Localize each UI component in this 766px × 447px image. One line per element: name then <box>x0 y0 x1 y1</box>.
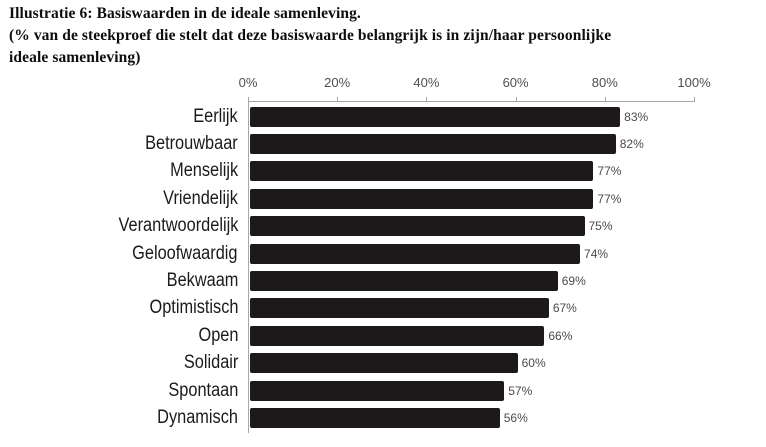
category-label: Bekwaam <box>166 270 238 292</box>
bar-value-label: 66% <box>548 328 573 343</box>
figure-subtitle-line-2: ideale samenleving) <box>9 49 141 66</box>
bar-value-label: 82% <box>619 137 644 152</box>
x-axis-line <box>248 101 695 102</box>
bar-value-label: 83% <box>624 109 649 124</box>
x-tick-label: 60% <box>502 75 529 90</box>
figure-title: Illustratie 6: Basiswaarden in de ideale… <box>9 5 361 22</box>
x-tick-mark <box>694 97 695 101</box>
category-label: Open <box>198 324 238 346</box>
bar-row: Solidair 60% <box>0 350 766 377</box>
bar-row: Betrouwbaar 82% <box>0 130 766 157</box>
bar-value-label: 69% <box>561 274 586 289</box>
category-label: Eerlijk <box>193 105 238 127</box>
bar-track: 74% <box>250 243 696 264</box>
bar-value-label: 77% <box>597 191 622 206</box>
category-label: Geloofwaardig <box>132 242 238 264</box>
category-label: Solidair <box>183 352 238 374</box>
x-tick-mark <box>426 97 428 101</box>
bar-value-label: 77% <box>597 164 622 179</box>
y-axis-line <box>248 101 249 433</box>
bar-track: 56% <box>250 407 696 428</box>
bar-row: Menselijk 77% <box>0 158 766 185</box>
bar <box>250 407 500 428</box>
bar-track: 67% <box>250 298 696 319</box>
bar <box>250 216 585 237</box>
bar-value-label: 57% <box>508 383 533 398</box>
x-axis-labels: 0% 20% 40% 60% 80% 100% <box>239 75 711 91</box>
bar-track: 57% <box>250 380 696 401</box>
category-label: Menselijk <box>169 160 238 182</box>
bar-track: 66% <box>250 325 696 346</box>
bar-value-label: 75% <box>588 219 613 234</box>
x-tick-mark <box>604 97 606 101</box>
bar-track: 83% <box>250 106 696 127</box>
x-tick-label: 40% <box>413 75 440 90</box>
bars-area: Eerlijk 83% Betrouwbaar 82% Menselijk 77% Vrie… <box>0 103 766 432</box>
bar <box>250 134 616 155</box>
category-label: Dynamisch <box>157 406 238 428</box>
x-tick-label: 100% <box>677 75 711 90</box>
x-tick-label: 0% <box>238 75 258 90</box>
bar-row: Verantwoordelijk 75% <box>0 213 766 240</box>
bar-value-label: 56% <box>503 410 528 425</box>
bar <box>250 353 518 374</box>
bar-row: Spontaan 57% <box>0 377 766 404</box>
bar-track: 77% <box>250 161 696 182</box>
bar-row: Open 66% <box>0 322 766 349</box>
bar <box>250 161 594 182</box>
category-label: Betrouwbaar <box>145 133 238 155</box>
category-label: Spontaan <box>168 379 238 401</box>
category-label: Optimistisch <box>149 297 238 319</box>
bar <box>250 380 505 401</box>
bar-row: Eerlijk 83% <box>0 103 766 130</box>
x-tick-mark <box>515 97 517 101</box>
bar-track: 82% <box>250 134 696 155</box>
x-tick-mark <box>337 97 339 101</box>
bar-track: 60% <box>250 353 696 374</box>
x-tick-label: 20% <box>324 75 351 90</box>
category-label: Verantwoordelijk <box>118 215 238 237</box>
bar-track: 69% <box>250 271 696 292</box>
bar-track: 77% <box>250 188 696 209</box>
bar-row: Optimistisch 67% <box>0 295 766 322</box>
figure-subtitle-line-1: (% van de steekproef die stelt dat deze … <box>9 27 612 44</box>
bar <box>250 298 549 319</box>
bar-row: Geloofwaardig 74% <box>0 240 766 267</box>
figure-title-block: Illustratie 6: Basiswaarden in de ideale… <box>9 3 761 69</box>
bar-row: Vriendelijk 77% <box>0 185 766 212</box>
x-tick-label: 80% <box>591 75 618 90</box>
bar <box>250 106 621 127</box>
bar-value-label: 67% <box>552 301 577 316</box>
bar <box>250 325 545 346</box>
bar-value-label: 60% <box>521 356 546 371</box>
bar-row: Bekwaam 69% <box>0 267 766 294</box>
bar <box>250 243 581 264</box>
bar-value-label: 74% <box>584 246 609 261</box>
bar-row: Dynamisch 56% <box>0 404 766 431</box>
bar <box>250 188 594 209</box>
category-label: Vriendelijk <box>163 187 238 209</box>
x-tick-mark <box>248 97 249 101</box>
bar-track: 75% <box>250 216 696 237</box>
bar <box>250 271 558 292</box>
